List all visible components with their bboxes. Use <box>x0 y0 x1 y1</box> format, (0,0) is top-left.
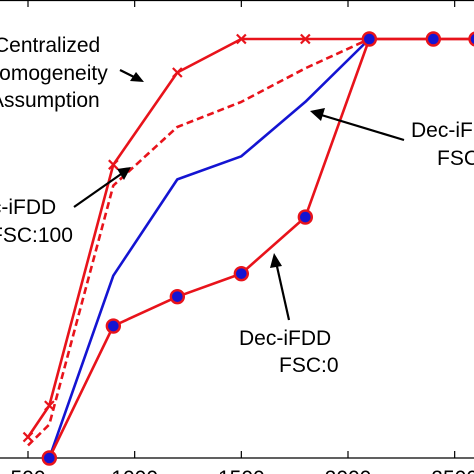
series-3-marker-0 <box>41 450 58 466</box>
annotations: Centralized Homogeneity Assumption Dec-i… <box>0 34 474 377</box>
annotation-arrow-fsc100 <box>73 167 131 208</box>
marker-stroke-b <box>172 67 183 78</box>
series-line-1 <box>27 37 370 447</box>
annotation-arrow-fsc-inf <box>310 108 405 142</box>
series-0-marker-3 <box>172 67 183 78</box>
annotation-centralized-line3: Assumption <box>0 89 100 112</box>
x-tick-label-1: 1000 <box>111 467 158 474</box>
series-3-marker-3 <box>233 265 250 282</box>
x-tick-label-2: 1500 <box>218 467 265 474</box>
marker-stroke-b <box>236 33 247 45</box>
series-3-marker-5 <box>361 31 378 47</box>
marker-stroke-b <box>108 159 119 170</box>
series-line-2 <box>48 38 371 459</box>
annotation-fsc-inf-line1: Dec-iFDD <box>411 119 474 142</box>
annotation-fsc100-line1: Dec-iFDD <box>0 196 56 219</box>
series-3-marker-6 <box>425 31 442 47</box>
annotation-arrow-fsc0 <box>270 253 291 321</box>
series-0-marker-2 <box>108 159 119 170</box>
series-3-marker-1 <box>105 318 122 334</box>
series-line-3 <box>48 37 474 459</box>
series-0-marker-0 <box>22 431 34 443</box>
series-3-marker-4 <box>297 209 314 225</box>
series-0-marker-4 <box>236 33 247 45</box>
annotation-centralized-line2: Homogeneity <box>0 62 108 85</box>
annotation-fsc-inf-line2: FSC:∞ <box>437 147 474 170</box>
annotation-fsc0-line1: Dec-iFDD <box>239 327 331 350</box>
plot-area <box>22 31 474 466</box>
annotation-arrow-centralized <box>119 69 144 82</box>
x-tick-label-3: 2000 <box>325 467 372 474</box>
series-3-marker-7 <box>468 31 474 47</box>
x-tick-label-4: 2500 <box>431 467 474 474</box>
x-tick-label-0: 500 <box>10 467 45 474</box>
marker-stroke-b <box>22 431 34 443</box>
annotation-fsc0-line2: FSC:0 <box>279 354 339 377</box>
annotation-centralized-line1: Centralized <box>0 34 100 57</box>
marker-stroke-b <box>300 33 311 45</box>
annotation-fsc100-line2: FSC:100 <box>0 224 73 247</box>
series-3-marker-2 <box>169 288 186 305</box>
marker-stroke-b <box>44 400 55 411</box>
series-0-marker-5 <box>300 33 311 45</box>
